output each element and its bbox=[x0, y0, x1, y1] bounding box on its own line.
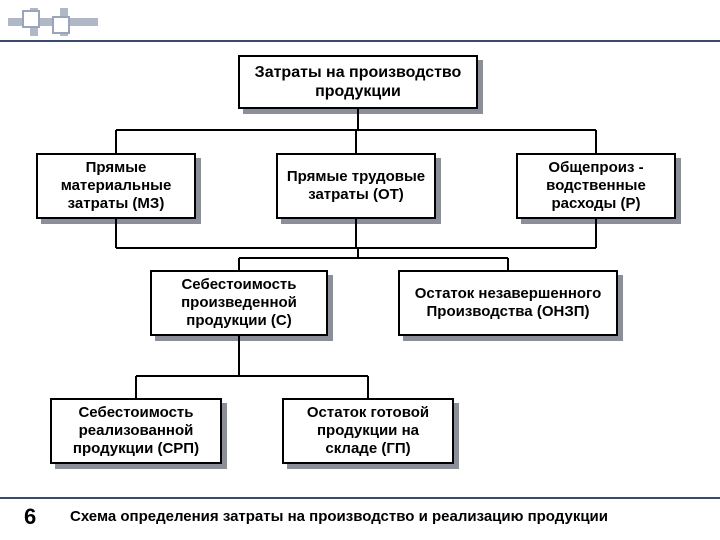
node-c: Себестоимость произведенной продукции (С… bbox=[150, 270, 328, 336]
top-rule bbox=[0, 40, 720, 42]
node-gp: Остаток готовой продукции на складе (ГП) bbox=[282, 398, 454, 464]
caption: Схема определения затраты на производств… bbox=[70, 508, 608, 525]
node-r: Общепроиз - водственные расходы (Р) bbox=[516, 153, 676, 219]
corner-decor bbox=[8, 8, 98, 36]
bottom-rule bbox=[0, 497, 720, 499]
node-label: Остаток незавершенного Производства (ОНЗ… bbox=[406, 285, 610, 321]
node-label: Прямые материальные затраты (МЗ) bbox=[44, 159, 188, 213]
node-ot: Прямые трудовые затраты (ОТ) bbox=[276, 153, 436, 219]
node-onzp: Остаток незавершенного Производства (ОНЗ… bbox=[398, 270, 618, 336]
node-srp: Себестоимость реализованной продукции (С… bbox=[50, 398, 222, 464]
node-label: Себестоимость реализованной продукции (С… bbox=[58, 404, 214, 458]
node-label: Общепроиз - водственные расходы (Р) bbox=[524, 159, 668, 213]
node-label: Себестоимость произведенной продукции (С… bbox=[158, 276, 320, 330]
page-number: 6 bbox=[24, 504, 36, 530]
node-label: Остаток готовой продукции на складе (ГП) bbox=[290, 404, 446, 458]
node-root: Затраты на производство продукции bbox=[238, 55, 478, 109]
node-mz: Прямые материальные затраты (МЗ) bbox=[36, 153, 196, 219]
node-label: Прямые трудовые затраты (ОТ) bbox=[284, 168, 428, 204]
node-label: Затраты на производство продукции bbox=[246, 63, 470, 101]
